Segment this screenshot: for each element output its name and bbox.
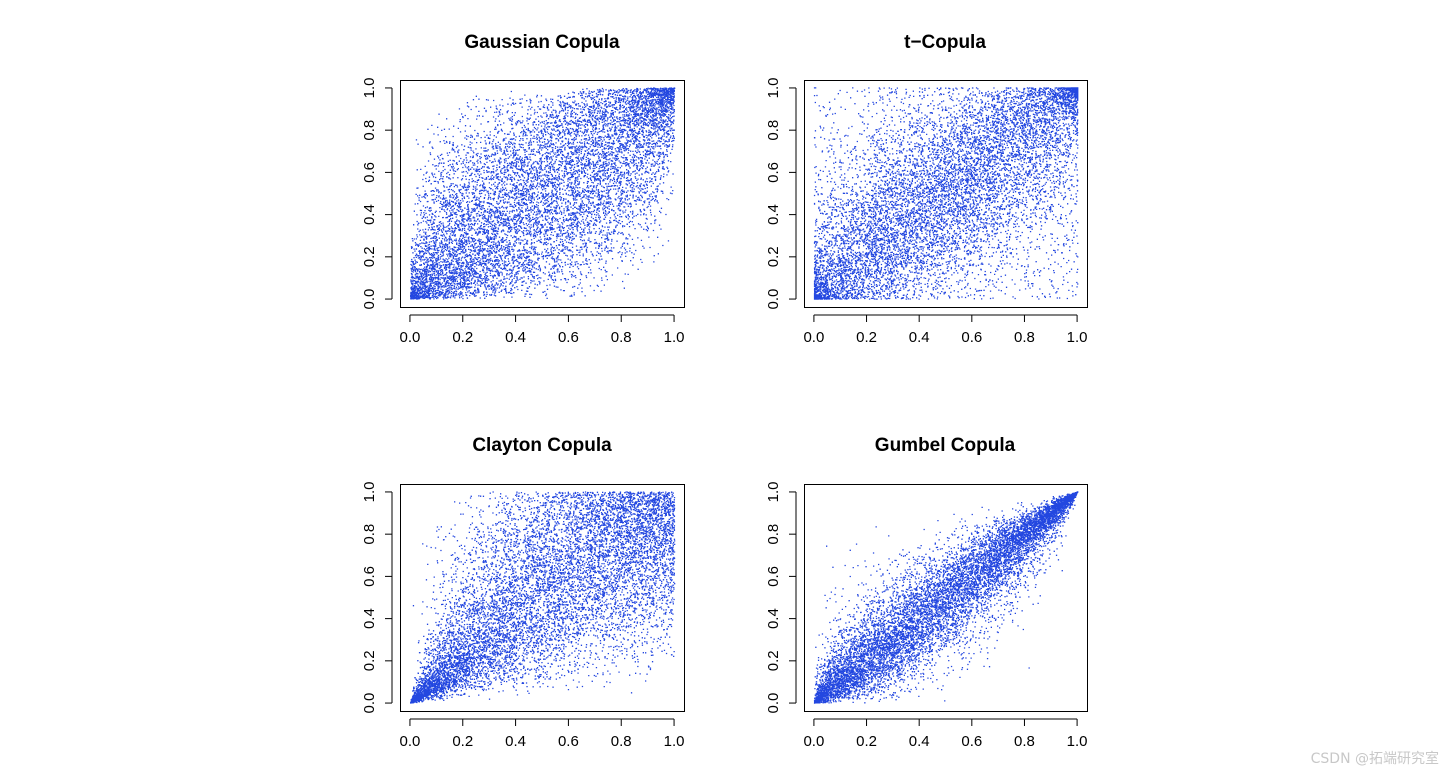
y-tick-label: 1.0	[765, 482, 782, 503]
y-tick-label: 0.0	[361, 693, 378, 714]
y-tick-label: 1.0	[361, 78, 378, 99]
x-tick-label: 0.0	[400, 733, 421, 750]
y-tick-label: 0.2	[765, 650, 782, 671]
x-tick-label: 0.0	[803, 329, 824, 346]
scatter-points	[410, 491, 676, 704]
plot-frame	[804, 484, 1088, 712]
x-tick-label: 0.6	[558, 329, 579, 346]
y-tick-label: 0.8	[361, 120, 378, 141]
y-tick-label: 0.2	[765, 246, 782, 267]
y-tick-label: 0.0	[361, 289, 378, 310]
y-tick-label: 0.6	[361, 566, 378, 587]
y-tick-label: 0.4	[361, 608, 378, 629]
y-tick-label: 0.6	[765, 162, 782, 183]
y-tick-label: 0.4	[765, 608, 782, 629]
y-tick-label: 0.8	[765, 120, 782, 141]
y-tick-label: 1.0	[361, 482, 378, 503]
x-tick-label: 0.0	[803, 733, 824, 750]
x-tick-label: 0.4	[909, 733, 930, 750]
y-tick-label: 0.6	[361, 162, 378, 183]
chart-title: t−Copula	[904, 32, 986, 53]
chart-panel-2: t−Copula 0.0 0.2 0.4 0.6 0.8 1.0 0.0 0.2 0.4 0.6 0.…	[765, 32, 1088, 346]
x-tick-label: 0.4	[505, 329, 526, 346]
chart-title: Clayton Copula	[472, 435, 612, 456]
x-tick-label: 0.6	[558, 733, 579, 750]
y-tick-label: 0.2	[361, 246, 378, 267]
y-tick-label: 1.0	[765, 78, 782, 99]
x-tick-label: 0.2	[856, 329, 877, 346]
x-tick-label: 1.0	[664, 329, 685, 346]
x-tick-label: 0.4	[505, 733, 526, 750]
y-tick-label: 0.8	[361, 524, 378, 545]
chart-panel-3: Clayton Copula 0.0 0.2 0.4 0.6 0.8 1.0 0.0 0.2 0.…	[361, 435, 685, 750]
scatter-points	[410, 87, 676, 300]
chart-title: Gumbel Copula	[875, 435, 1016, 456]
scatter-points	[813, 491, 1079, 704]
y-tick-label: 0.0	[765, 693, 782, 714]
plot-frame	[804, 80, 1088, 308]
x-tick-label: 0.6	[961, 329, 982, 346]
y-tick-label: 0.6	[765, 566, 782, 587]
y-tick-label: 0.4	[361, 204, 378, 225]
x-tick-label: 0.2	[452, 733, 473, 750]
plot-frame	[400, 484, 685, 712]
chart-panel-4: Gumbel Copula 0.0 0.2 0.4 0.6 0.8 1.0 0.0 0.2 0.4…	[765, 435, 1088, 750]
y-tick-label: 0.4	[765, 204, 782, 225]
y-tick-label: 0.2	[361, 650, 378, 671]
chart-panel-1: Gaussian Copula 0.0 0.2 0.4 0.6 0.8 1.0 0.0 0.2 0…	[361, 32, 685, 346]
x-tick-label: 1.0	[664, 733, 685, 750]
x-tick-label: 0.4	[909, 329, 930, 346]
scatter-points	[813, 87, 1079, 300]
x-tick-label: 0.8	[611, 733, 632, 750]
x-tick-label: 0.8	[1014, 733, 1035, 750]
chart-title: Gaussian Copula	[464, 32, 620, 53]
x-tick-label: 0.8	[611, 329, 632, 346]
x-tick-label: 1.0	[1067, 733, 1088, 750]
x-tick-label: 0.6	[961, 733, 982, 750]
y-tick-label: 0.0	[765, 289, 782, 310]
x-tick-label: 0.2	[856, 733, 877, 750]
plot-frame	[400, 80, 685, 308]
y-tick-label: 0.8	[765, 524, 782, 545]
x-tick-label: 0.2	[452, 329, 473, 346]
x-tick-label: 0.8	[1014, 329, 1035, 346]
x-tick-label: 0.0	[400, 329, 421, 346]
watermark: CSDN @拓端研究室	[1310, 751, 1439, 767]
x-tick-label: 1.0	[1067, 329, 1088, 346]
